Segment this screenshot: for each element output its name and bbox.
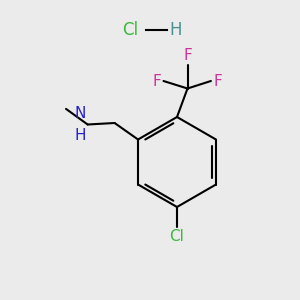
Text: F: F bbox=[152, 74, 161, 88]
Text: H: H bbox=[74, 128, 86, 143]
Text: F: F bbox=[183, 48, 192, 63]
Text: H: H bbox=[169, 21, 182, 39]
Text: N: N bbox=[74, 106, 86, 121]
Text: Cl: Cl bbox=[122, 21, 138, 39]
Text: F: F bbox=[213, 74, 222, 88]
Text: Cl: Cl bbox=[169, 229, 184, 244]
